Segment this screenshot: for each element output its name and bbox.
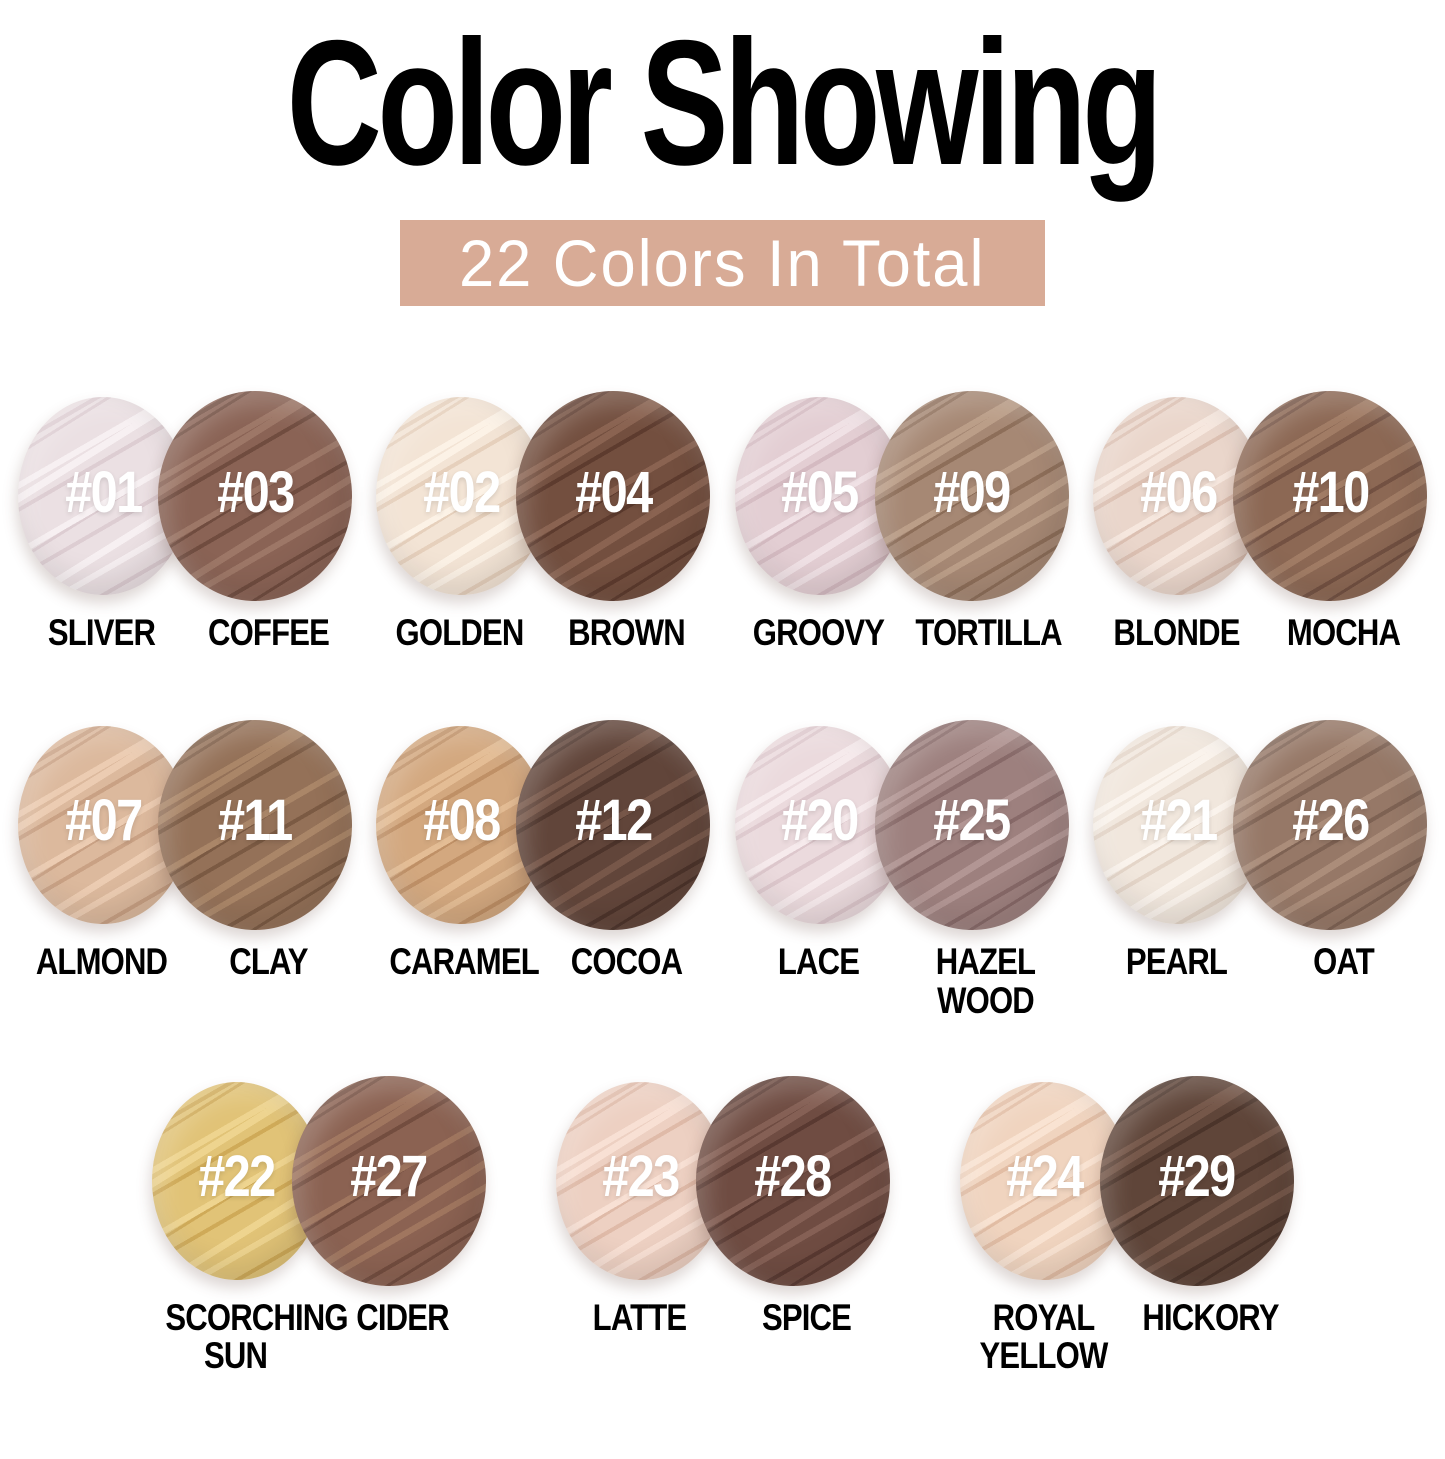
swatch-name-05: GROOVY — [752, 612, 884, 653]
swatch-circle-04: #04 — [516, 391, 711, 601]
swatch-number: #27 — [350, 1144, 428, 1210]
swatch-names: SLIVER COFFEE — [18, 612, 352, 653]
swatch-grid: #01 #03 SLIVER COFFEE #02 #04 GOLDEN BRO… — [0, 390, 1445, 1376]
swatch-name-06: BLONDE — [1113, 612, 1240, 653]
total-colors-banner: 22 Colors In Total — [400, 220, 1045, 306]
swatch-names: CARAMEL COCOA — [376, 940, 710, 982]
swatch-circle-09: #09 — [874, 391, 1069, 601]
swatch-number: #10 — [1291, 459, 1370, 525]
swatch-name-21: PEARL — [1125, 940, 1228, 982]
swatch-name-27: CIDER — [355, 1296, 449, 1338]
swatch-circle-07: #07 — [18, 725, 188, 924]
swatch-circle-29: #29 — [1099, 1075, 1294, 1286]
swatch-number: #25 — [933, 788, 1012, 854]
swatch-circles: #23 #28 — [555, 1075, 890, 1287]
swatch-circle-28: #28 — [695, 1075, 890, 1286]
swatch-names: ROYAL YELLOW HICKORY — [960, 1296, 1294, 1377]
swatch-circle-03: #03 — [158, 391, 352, 601]
swatch-name-25: HAZEL WOOD — [935, 940, 1035, 1021]
swatch-number: #23 — [602, 1144, 680, 1210]
swatch-circles: #02 #04 — [376, 390, 711, 602]
swatch-circle-26: #26 — [1232, 719, 1427, 930]
swatch-number: #01 — [64, 459, 143, 525]
swatch-circles: #05 #09 — [734, 390, 1069, 602]
swatch-pair-01-03: #01 #03 SLIVER COFFEE — [18, 390, 352, 653]
swatch-circle-27: #27 — [291, 1075, 486, 1286]
swatch-number: #29 — [1158, 1144, 1236, 1210]
swatch-row-3: #22 #27 SCORCHING SUN CIDER #23 #28 LATT… — [18, 1075, 1427, 1377]
swatch-names: SCORCHING SUN CIDER — [152, 1296, 486, 1377]
swatch-names: LACE HAZEL WOOD — [735, 940, 1069, 1021]
swatch-number: #08 — [423, 788, 501, 854]
swatch-circle-02: #02 — [376, 397, 547, 595]
swatch-names: GOLDEN BROWN — [376, 612, 710, 653]
swatch-pair-22-27: #22 #27 SCORCHING SUN CIDER — [151, 1075, 486, 1377]
swatch-number: #05 — [781, 459, 860, 525]
swatch-circles: #07 #11 — [18, 719, 352, 931]
swatch-number: #11 — [218, 788, 293, 854]
total-colors-text: 22 Colors In Total — [459, 226, 986, 300]
swatch-name-24: ROYAL YELLOW — [979, 1296, 1108, 1377]
swatch-row-1: #01 #03 SLIVER COFFEE #02 #04 GOLDEN BRO… — [18, 390, 1427, 653]
swatch-name-10: MOCHA — [1286, 612, 1401, 653]
swatch-row-2: #07 #11 ALMOND CLAY #08 #12 CARAMEL COCO… — [18, 719, 1427, 1021]
swatch-number: #07 — [64, 788, 143, 854]
swatch-name-20: LACE — [777, 940, 860, 982]
swatch-circle-05: #05 — [734, 397, 905, 595]
swatch-pair-05-09: #05 #09 GROOVY TORTILLA — [734, 390, 1069, 653]
swatch-name-08: CARAMEL — [389, 940, 540, 982]
swatch-number: #24 — [1006, 1144, 1084, 1210]
swatch-pair-23-28: #23 #28 LATTE SPICE — [555, 1075, 890, 1377]
swatch-name-22: SCORCHING SUN — [164, 1296, 348, 1377]
swatch-pair-02-04: #02 #04 GOLDEN BROWN — [376, 390, 711, 653]
swatch-name-09: TORTILLA — [915, 612, 1062, 653]
swatch-circles: #08 #12 — [376, 719, 711, 931]
swatch-circles: #20 #25 — [734, 719, 1069, 931]
swatch-circle-12: #12 — [516, 719, 711, 930]
swatch-pair-08-12: #08 #12 CARAMEL COCOA — [376, 719, 711, 1021]
swatch-number: #22 — [198, 1144, 276, 1210]
swatch-names: PEARL OAT — [1093, 940, 1427, 982]
swatch-number: #06 — [1139, 459, 1218, 525]
swatch-number: #02 — [423, 459, 501, 525]
swatch-pair-06-10: #06 #10 BLONDE MOCHA — [1092, 390, 1427, 653]
swatch-number: #09 — [933, 459, 1012, 525]
swatch-circle-10: #10 — [1232, 391, 1427, 601]
swatch-number: #20 — [781, 788, 860, 854]
swatch-name-28: SPICE — [761, 1296, 851, 1338]
swatch-names: BLONDE MOCHA — [1093, 612, 1427, 653]
swatch-circles: #21 #26 — [1092, 719, 1427, 931]
color-showing-page: { "title": "Color Showing", "banner": { … — [0, 14, 1445, 1459]
swatch-number: #21 — [1139, 788, 1218, 854]
swatch-name-26: OAT — [1313, 940, 1375, 982]
swatch-names: ALMOND CLAY — [18, 940, 352, 982]
swatch-name-23: LATTE — [592, 1296, 686, 1338]
swatch-circles: #24 #29 — [959, 1075, 1294, 1287]
swatch-circles: #06 #10 — [1092, 390, 1427, 602]
swatch-name-02: GOLDEN — [395, 612, 525, 653]
swatch-name-11: CLAY — [229, 940, 308, 982]
swatch-number: #03 — [216, 459, 295, 525]
swatch-names: LATTE SPICE — [556, 1296, 890, 1338]
swatch-number: #28 — [754, 1144, 832, 1210]
swatch-pair-20-25: #20 #25 LACE HAZEL WOOD — [734, 719, 1069, 1021]
swatch-number: #04 — [575, 459, 653, 525]
page-title: Color Showing — [286, 3, 1163, 202]
swatch-name-12: COCOA — [571, 940, 683, 982]
swatch-name-03: COFFEE — [207, 612, 330, 653]
swatch-pair-24-29: #24 #29 ROYAL YELLOW HICKORY — [959, 1075, 1294, 1377]
swatch-circle-25: #25 — [874, 719, 1069, 930]
swatch-number: #26 — [1291, 788, 1370, 854]
swatch-names: GROOVY TORTILLA — [735, 612, 1069, 653]
swatch-name-04: BROWN — [568, 612, 686, 653]
swatch-pair-21-26: #21 #26 PEARL OAT — [1092, 719, 1427, 1021]
swatch-name-29: HICKORY — [1141, 1296, 1279, 1338]
swatch-circle-11: #11 — [158, 719, 352, 930]
swatch-circles: #22 #27 — [151, 1075, 486, 1287]
swatch-name-01: SLIVER — [47, 612, 156, 653]
swatch-name-07: ALMOND — [35, 940, 168, 982]
swatch-number: #12 — [575, 788, 653, 854]
swatch-circles: #01 #03 — [18, 390, 352, 602]
swatch-pair-07-11: #07 #11 ALMOND CLAY — [18, 719, 352, 1021]
